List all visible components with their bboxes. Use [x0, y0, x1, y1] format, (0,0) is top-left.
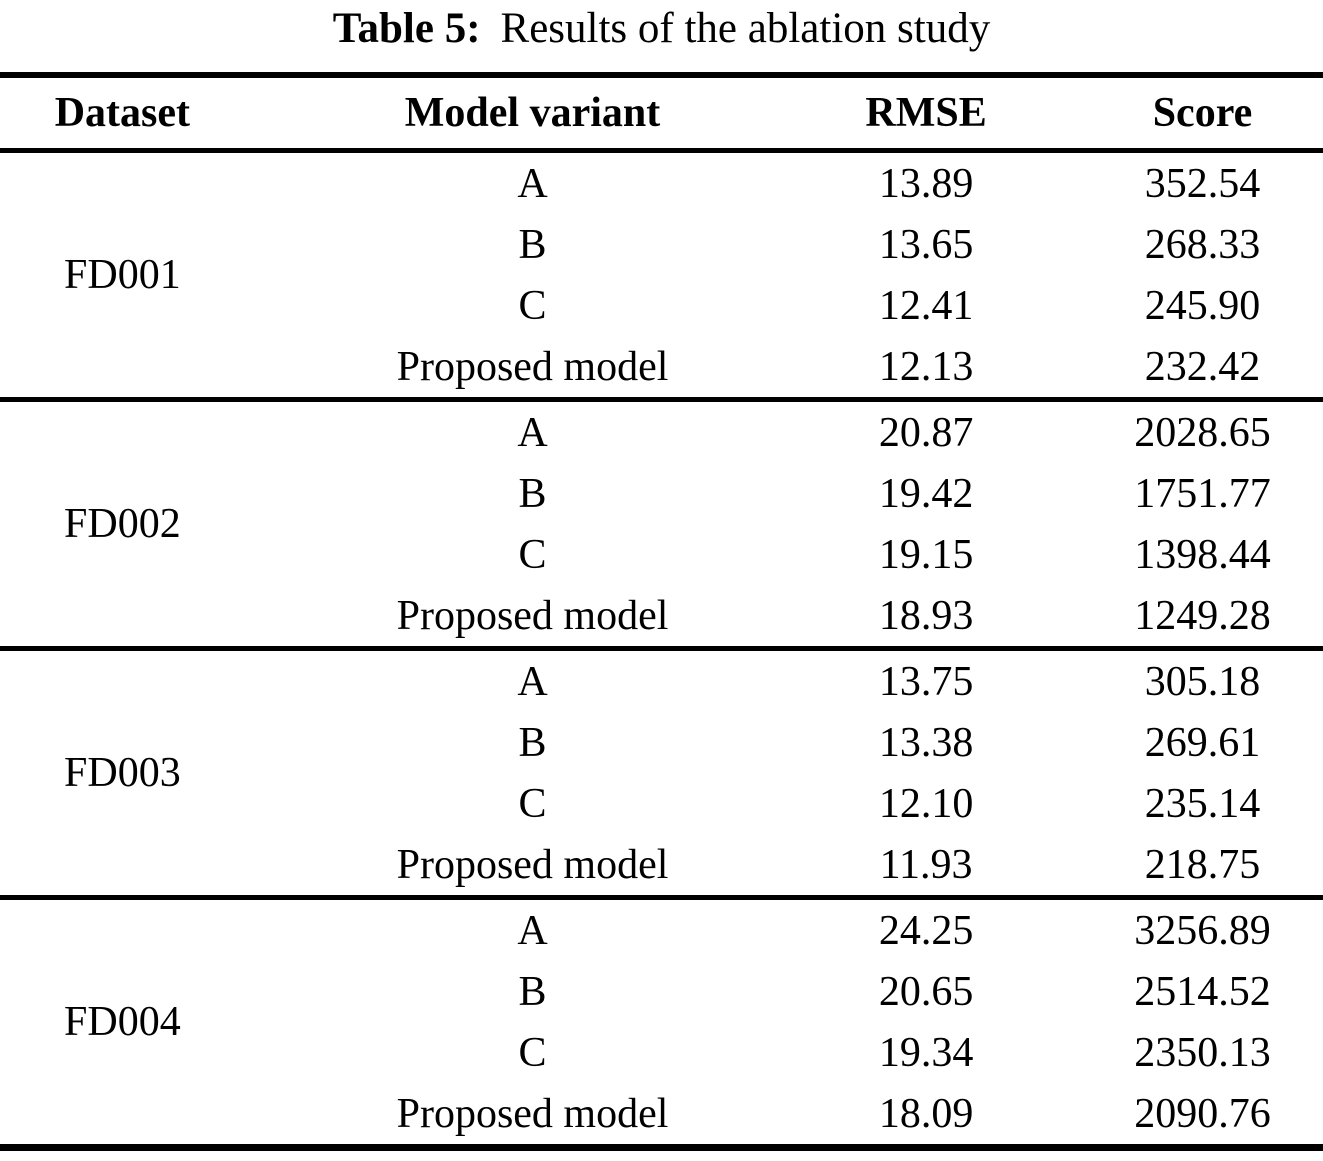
variant-cell: Proposed model: [396, 1090, 669, 1137]
dataset-cell: FD002: [0, 397, 245, 649]
table-row: C 19.15 1398.44: [0, 524, 1323, 585]
variant-cell: C: [518, 282, 547, 329]
rmse-cell: 13.89: [878, 160, 974, 207]
score-cell: 2350.13: [1134, 1029, 1271, 1076]
rmse-cell: 20.65: [878, 968, 974, 1015]
table-row: C 19.34 2350.13: [0, 1022, 1323, 1083]
table-caption: Table 5: Results of the ablation study: [0, 0, 1323, 72]
score-cell: 2090.76: [1134, 1090, 1271, 1137]
variant-cell: B: [518, 968, 547, 1015]
rmse-cell: 19.42: [878, 470, 974, 517]
score-cell: 305.18: [1031, 646, 1323, 712]
variant-cell: A: [244, 895, 821, 961]
table-caption-text: Results of the ablation study: [500, 5, 991, 52]
dataset-cell: FD004: [0, 895, 245, 1148]
rmse-cell: 24.25: [820, 895, 1032, 961]
variant-cell: Proposed model: [396, 343, 669, 390]
dataset-group: FD001 A 13.89 352.54 B 13.65 268.33 C 12.41 245.9…: [0, 151, 1323, 400]
score-cell: 268.33: [1144, 221, 1261, 268]
rmse-cell: 13.65: [878, 221, 974, 268]
rmse-cell: 19.34: [878, 1029, 974, 1076]
variant-cell: B: [518, 221, 547, 268]
score-cell: 269.61: [1144, 719, 1261, 766]
score-cell: 2028.65: [1031, 397, 1323, 463]
variant-cell: C: [518, 1029, 547, 1076]
variant-cell: C: [518, 780, 547, 827]
table-row: FD001 A 13.89 352.54: [0, 151, 1323, 299]
rmse-cell: 20.87: [820, 397, 1032, 463]
header-row: Dataset Model variant RMSE Score: [0, 75, 1323, 153]
rmse-cell: 13.75: [820, 646, 1032, 712]
dataset-cell: FD003: [0, 646, 245, 898]
variant-cell: A: [517, 160, 548, 207]
score-cell: 1249.28: [1134, 592, 1271, 639]
variant-cell: A: [244, 646, 821, 712]
table-row: C 12.41 245.90: [0, 275, 1323, 336]
table-row: FD004 A 24.25 3256.89: [0, 895, 1323, 1148]
rmse-cell: 12.10: [878, 780, 974, 827]
rmse-cell: 18.93: [878, 592, 974, 639]
ablation-results-table: Dataset Model variant RMSE Score FD001 A 1…: [0, 72, 1323, 1151]
score-cell: 1751.77: [1134, 470, 1271, 517]
rmse-cell: 18.09: [878, 1090, 974, 1137]
rmse-cell: 12.13: [878, 343, 974, 390]
column-header-model-variant: Model variant: [244, 75, 821, 153]
score-cell: 218.75: [1144, 841, 1261, 888]
score-cell: 245.90: [1144, 282, 1261, 329]
variant-cell: Proposed model: [396, 841, 669, 888]
table-row: B 19.42 1751.77: [0, 463, 1323, 524]
column-header-rmse: RMSE: [820, 75, 1032, 153]
variant-cell: A: [244, 397, 821, 463]
variant-cell: C: [518, 531, 547, 578]
rmse-cell: 13.38: [878, 719, 974, 766]
dataset-group: FD003 A 13.75 305.18 B 13.38 269.61 C 12.10 235.1…: [0, 646, 1323, 898]
table-row: B 13.65 268.33: [0, 214, 1323, 275]
score-cell: 2514.52: [1134, 968, 1271, 1015]
score-cell: 235.14: [1144, 780, 1261, 827]
table-row: Proposed model 18.93 1249.28: [0, 585, 1323, 649]
column-header-dataset: Dataset: [0, 75, 245, 153]
score-cell: 3256.89: [1031, 895, 1323, 961]
table-caption-label: Table 5:: [332, 5, 481, 52]
rmse-cell: 12.41: [878, 282, 974, 329]
table-row: Proposed model 18.09 2090.76: [0, 1083, 1323, 1148]
table-row: Proposed model 11.93 218.75: [0, 834, 1323, 898]
dataset-cell: FD001: [64, 252, 181, 298]
dataset-group: FD004 A 24.25 3256.89 B 20.65 2514.52 C 19.34 235…: [0, 895, 1323, 1148]
variant-cell: B: [518, 470, 547, 517]
rmse-cell: 19.15: [878, 531, 974, 578]
table-row: FD003 A 13.75 305.18: [0, 646, 1323, 898]
table-row: FD002 A 20.87 2028.65: [0, 397, 1323, 649]
rmse-cell: 11.93: [879, 841, 973, 888]
dataset-group: FD002 A 20.87 2028.65 B 19.42 1751.77 C 19.15 139…: [0, 397, 1323, 649]
table-row: C 12.10 235.14: [0, 773, 1323, 834]
table-row: B 20.65 2514.52: [0, 961, 1323, 1022]
variant-cell: Proposed model: [396, 592, 669, 639]
score-cell: 1398.44: [1134, 531, 1271, 578]
table-row: Proposed model 12.13 232.42: [0, 336, 1323, 400]
table-row: B 13.38 269.61: [0, 712, 1323, 773]
score-cell: 232.42: [1144, 343, 1261, 390]
variant-cell: B: [518, 719, 547, 766]
score-cell: 352.54: [1144, 160, 1261, 207]
column-header-score: Score: [1031, 75, 1323, 153]
